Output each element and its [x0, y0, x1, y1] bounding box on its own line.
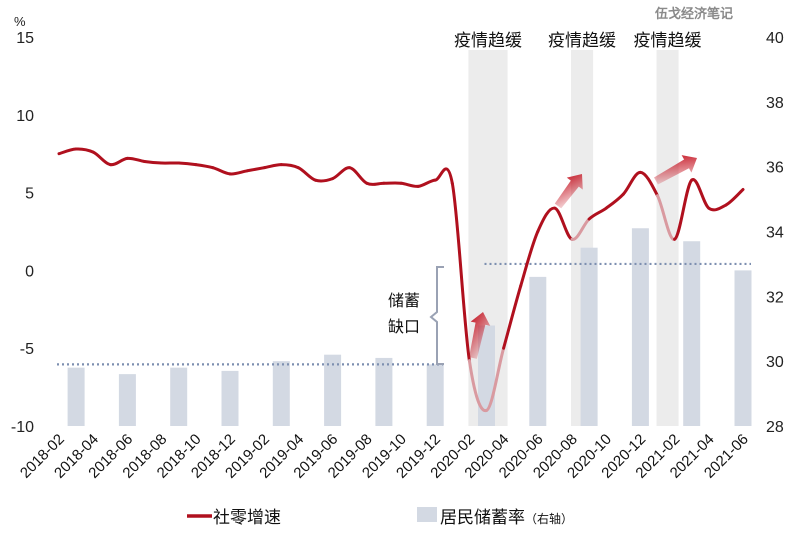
left-tick-label: -10 [11, 419, 34, 436]
line-segment [724, 187, 745, 207]
band-label-0: 疫情趋缓 [454, 31, 522, 51]
line-segment [57, 147, 78, 156]
line-segment [365, 181, 386, 186]
line-segment [194, 163, 215, 170]
right-tick-label: 38 [766, 95, 784, 112]
line-segment [74, 147, 95, 154]
watermark: 伍戈经济笔记 [654, 6, 733, 22]
gap-label-line1: 储蓄 [388, 291, 420, 310]
gap-bracket [429, 266, 444, 365]
line-segment [536, 206, 557, 233]
line-segment [638, 170, 659, 198]
legend-label-savings: 居民储蓄率 [440, 508, 525, 528]
band-label-2: 疫情趋缓 [634, 31, 702, 51]
savings-bar [734, 270, 752, 426]
line-segment-faded [485, 346, 506, 412]
line-segment [450, 181, 471, 363]
line-segment [707, 203, 728, 212]
savings-bar [580, 247, 598, 426]
left-tick-label: 10 [16, 108, 34, 125]
line-segment [399, 181, 420, 188]
line-segment [587, 206, 608, 221]
line-segment [553, 206, 574, 241]
line-segment [604, 192, 625, 210]
savings-bar [221, 370, 239, 426]
left-axis-unit: % [14, 14, 26, 29]
line-segment [621, 170, 642, 196]
right-tick-label: 40 [766, 30, 784, 47]
savings-bar [683, 241, 701, 426]
right-tick-label: 30 [766, 354, 784, 371]
legend-bar-swatch [417, 507, 437, 522]
legend-label-retail: 社零增速 [213, 508, 281, 528]
line-segment-faded [570, 217, 591, 241]
right-tick-label: 32 [766, 289, 784, 306]
arrow-icon [469, 311, 491, 359]
left-tick-label: 0 [25, 263, 34, 280]
left-tick-label: 5 [25, 186, 34, 203]
arrow-icon [654, 155, 697, 185]
line-segment [262, 163, 283, 170]
savings-bar [324, 354, 342, 426]
line-segment [125, 156, 146, 163]
savings-bar [170, 367, 188, 426]
arrow-icon [554, 173, 583, 209]
savings-bar [67, 367, 85, 426]
line-segment [416, 178, 437, 188]
line-segment [228, 169, 249, 176]
savings-bar [375, 357, 393, 426]
left-tick-label: -5 [20, 341, 34, 358]
right-tick-label: 36 [766, 160, 784, 177]
savings-rate-bars [67, 228, 752, 426]
line-segment [502, 284, 523, 350]
line-segment [143, 159, 164, 165]
line-segment [177, 161, 198, 167]
legend: 社零增速 居民储蓄率 （右轴） [187, 507, 573, 528]
savings-bar [631, 228, 649, 426]
line-segment [314, 177, 335, 183]
line-segment [211, 166, 232, 176]
line-segment [245, 166, 266, 173]
savings-bar [272, 361, 290, 426]
recovery-arrows [469, 155, 697, 359]
line-segment [673, 178, 694, 241]
savings-gap-annotation: 储蓄 缺口 [388, 266, 444, 365]
legend-label-savings-axis: （右轴） [525, 511, 573, 526]
savings-bar [426, 364, 444, 426]
line-segment [331, 166, 352, 181]
line-segment [690, 178, 711, 210]
line-segment [433, 167, 454, 185]
line-segment [108, 156, 129, 167]
reference-lines [57, 262, 751, 366]
line-segment [296, 166, 317, 182]
band-label-1: 疫情趋缓 [548, 31, 616, 51]
shaded-band-2 [656, 50, 679, 426]
left-tick-label: 15 [16, 30, 34, 47]
right-tick-label: 34 [766, 225, 784, 242]
savings-bar [118, 374, 136, 426]
retail-sales-line [57, 147, 745, 412]
line-segment [279, 163, 300, 170]
line-segment [519, 230, 540, 288]
line-segment [348, 166, 369, 185]
right-tick-label: 28 [766, 419, 784, 436]
savings-bar [529, 276, 547, 426]
gap-label-line2: 缺口 [388, 317, 420, 336]
line-segment [91, 150, 112, 167]
